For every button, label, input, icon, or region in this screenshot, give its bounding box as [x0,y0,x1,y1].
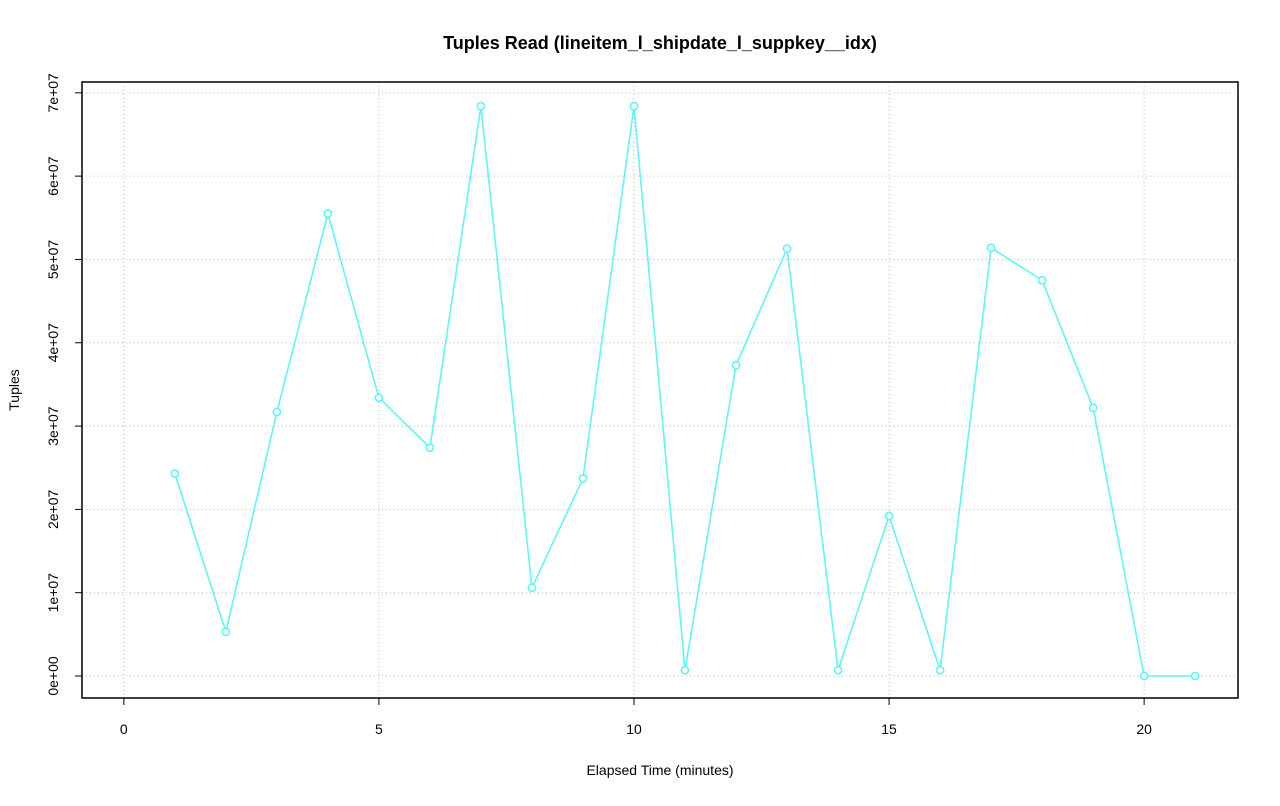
data-point [374,393,384,403]
data-point [884,511,894,521]
data-point [782,244,792,254]
data-point [986,243,996,253]
data-point [476,101,486,111]
x-tick-label: 20 [1136,721,1152,737]
data-point [425,443,435,453]
y-tick-label: 0e+00 [45,656,61,696]
data-point [323,209,333,219]
x-axis-label: Elapsed Time (minutes) [586,762,733,778]
data-point [833,665,843,675]
data-point [1139,671,1149,681]
y-tick-label: 2e+07 [45,490,61,530]
y-axis-label: Tuples [6,369,22,411]
data-point [935,665,945,675]
y-tick-label: 7e+07 [45,73,61,113]
x-tick-label: 5 [375,721,383,737]
y-tick-label: 4e+07 [45,323,61,363]
y-tick-label: 1e+07 [45,573,61,613]
data-point [527,583,537,593]
data-point [1037,275,1047,285]
data-point [578,474,588,483]
data-point [680,665,690,675]
data-point [272,407,282,417]
y-tick-label: 6e+07 [45,156,61,196]
x-tick-label: 15 [881,721,897,737]
data-point [1190,671,1200,681]
data-point [629,101,639,111]
plot-frame [81,81,1239,699]
x-tick-label: 0 [120,721,128,737]
chart-title: Tuples Read (lineitem_l_shipdate_l_suppk… [443,33,877,53]
y-tick-label: 3e+07 [45,406,61,446]
data-point [1088,403,1098,413]
x-tick-label: 10 [626,721,642,737]
y-tick-label: 5e+07 [45,240,61,280]
data-point [170,469,180,478]
data-point [731,360,741,370]
data-point [221,627,231,637]
